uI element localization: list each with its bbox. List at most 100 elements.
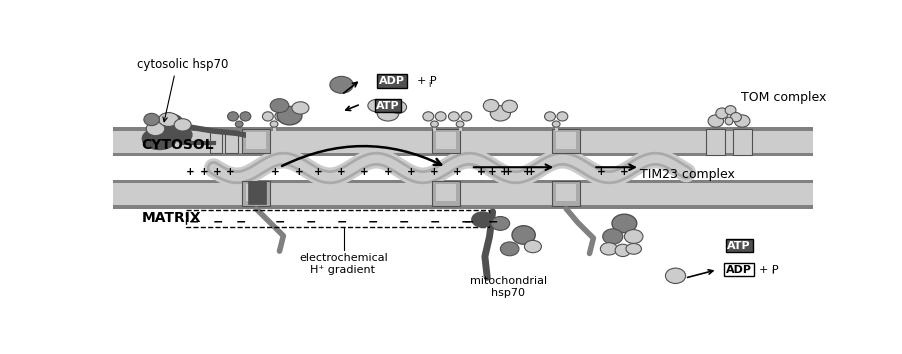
Text: + P: + P (416, 76, 436, 86)
Ellipse shape (733, 115, 749, 127)
Text: −: − (235, 215, 245, 228)
Ellipse shape (625, 244, 640, 254)
Bar (436, 132, 456, 149)
Ellipse shape (612, 214, 636, 233)
Ellipse shape (235, 121, 243, 127)
Ellipse shape (600, 243, 617, 255)
Text: ATP: ATP (726, 241, 750, 251)
Text: +: + (213, 167, 222, 177)
Ellipse shape (511, 226, 535, 244)
Text: hsp70: hsp70 (491, 288, 525, 298)
Ellipse shape (240, 112, 251, 121)
Bar (113, 127, 812, 156)
Bar (432, 125, 436, 131)
Text: ADP: ADP (725, 265, 751, 275)
Ellipse shape (557, 112, 567, 121)
Ellipse shape (724, 117, 732, 125)
Ellipse shape (227, 112, 238, 121)
Ellipse shape (430, 121, 437, 127)
Ellipse shape (483, 99, 498, 112)
Ellipse shape (471, 212, 492, 227)
Bar (187, 210, 488, 227)
Ellipse shape (730, 113, 741, 122)
Text: +: + (453, 167, 462, 177)
Ellipse shape (291, 102, 308, 114)
Text: +: + (522, 167, 531, 177)
Text: TIM23 complex: TIM23 complex (640, 169, 734, 181)
Bar (242, 181, 270, 206)
Ellipse shape (159, 113, 179, 126)
Text: −: − (189, 215, 199, 228)
Ellipse shape (502, 100, 517, 113)
Text: ADP: ADP (379, 76, 404, 86)
Text: +: + (500, 167, 508, 177)
Text: + P: + P (759, 265, 778, 275)
Bar (272, 125, 275, 131)
Text: +: + (226, 167, 235, 177)
Ellipse shape (500, 242, 519, 256)
Text: +: + (383, 167, 392, 177)
Bar (552, 181, 580, 206)
Text: +: + (503, 167, 512, 177)
Text: i: i (428, 80, 430, 88)
Text: −: − (487, 215, 497, 228)
Ellipse shape (143, 128, 176, 149)
Ellipse shape (623, 230, 642, 244)
Ellipse shape (146, 122, 165, 136)
Ellipse shape (724, 105, 735, 115)
Ellipse shape (707, 115, 723, 127)
Text: −: − (305, 215, 316, 228)
Text: electrochemical: electrochemical (299, 253, 388, 263)
Text: −: − (274, 215, 284, 228)
Ellipse shape (159, 114, 183, 132)
Ellipse shape (377, 105, 399, 121)
Bar (247, 181, 266, 204)
Bar (556, 184, 575, 201)
Text: +: + (527, 167, 535, 177)
Bar (732, 129, 751, 155)
Text: +: + (429, 167, 438, 177)
Ellipse shape (491, 217, 509, 230)
Text: +: + (476, 167, 485, 177)
Bar (237, 125, 241, 131)
Ellipse shape (173, 127, 192, 143)
Bar (432, 129, 459, 153)
Ellipse shape (448, 112, 459, 121)
Ellipse shape (270, 121, 278, 127)
Text: +: + (294, 167, 303, 177)
Ellipse shape (490, 105, 510, 121)
Bar (436, 184, 456, 201)
Ellipse shape (524, 240, 541, 253)
Ellipse shape (552, 121, 559, 127)
Text: +: + (314, 167, 322, 177)
Bar (113, 131, 812, 153)
Ellipse shape (456, 121, 464, 127)
Bar (705, 129, 724, 155)
Text: +: + (336, 167, 345, 177)
Ellipse shape (262, 112, 273, 121)
Text: +: + (488, 167, 496, 177)
Text: +: + (271, 167, 280, 177)
Ellipse shape (422, 112, 433, 121)
Ellipse shape (277, 107, 301, 125)
Bar (209, 131, 222, 153)
Text: +: + (476, 167, 485, 177)
Text: −: − (460, 215, 470, 228)
Text: −: − (428, 215, 439, 228)
Ellipse shape (435, 112, 446, 121)
Text: +: + (407, 167, 415, 177)
Ellipse shape (270, 99, 289, 113)
Text: −: − (212, 215, 223, 228)
Text: CYTOSOL: CYTOSOL (142, 138, 214, 152)
Ellipse shape (614, 244, 630, 257)
Bar (554, 125, 557, 131)
Ellipse shape (460, 112, 471, 121)
Ellipse shape (367, 99, 384, 112)
Text: −: − (367, 215, 377, 228)
Text: +: + (360, 167, 369, 177)
Ellipse shape (665, 268, 685, 284)
Text: TOM complex: TOM complex (740, 91, 825, 104)
Text: mitochondrial: mitochondrial (469, 276, 546, 286)
Bar (246, 132, 266, 149)
Bar (432, 181, 459, 206)
